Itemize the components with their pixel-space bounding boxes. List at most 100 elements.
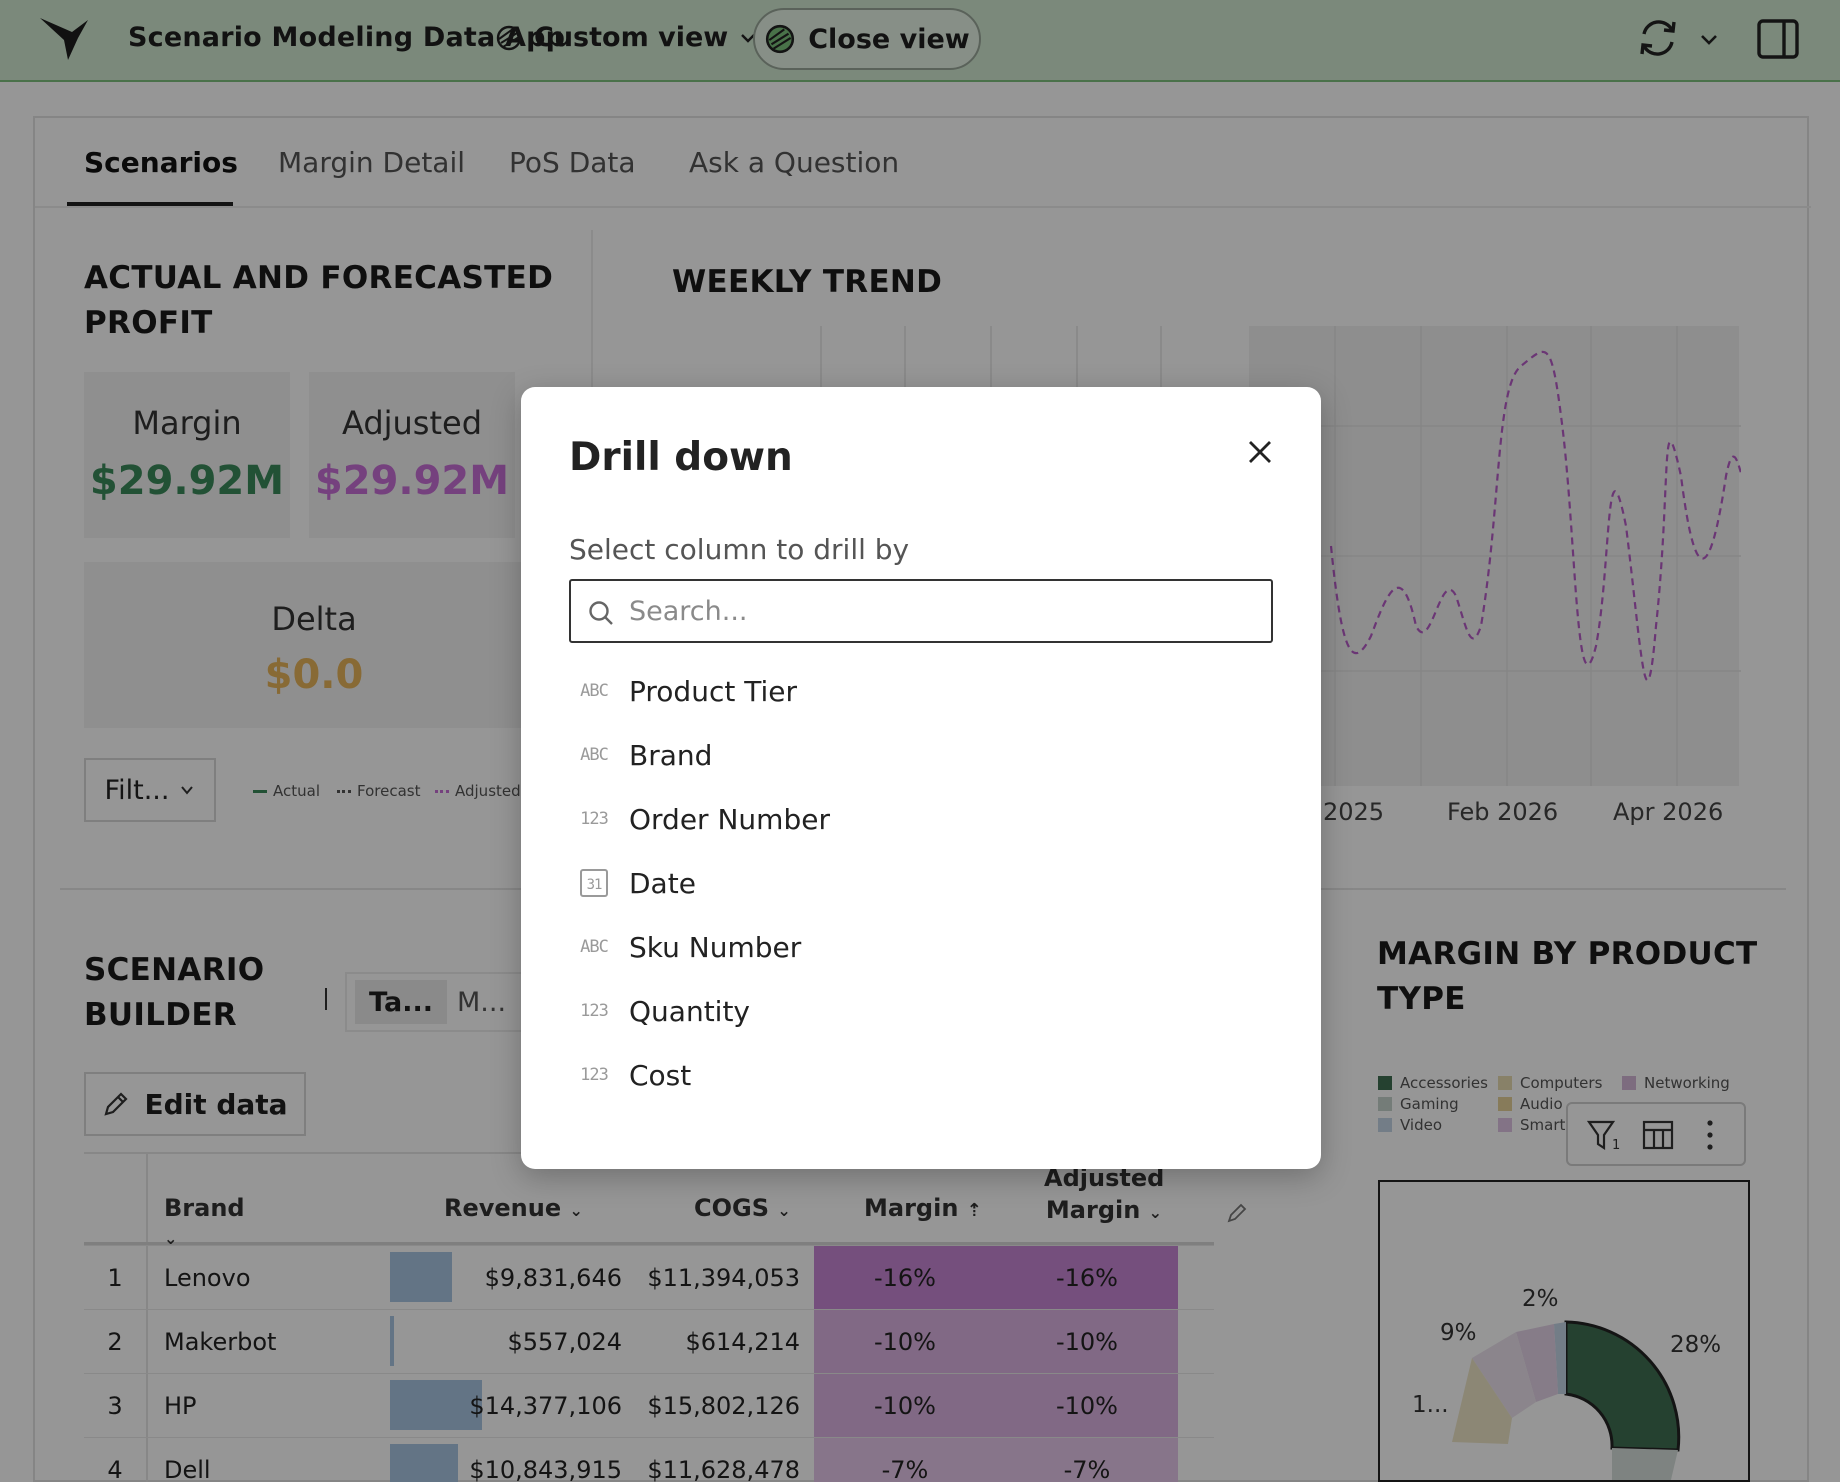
drill-option-sku-number[interactable]: ABC Sku Number (569, 919, 1273, 975)
toggle-m[interactable]: M... (457, 986, 507, 1018)
legend-networking: Networking (1622, 1074, 1730, 1092)
brand-cell: Lenovo (164, 1264, 251, 1292)
margin-kpi-value: $29.92M (89, 458, 285, 504)
margin-type-title-line1: MARGIN BY PRODUCT (1377, 936, 1758, 972)
donut-chart: 2% 9% 28% 1... (1378, 1180, 1750, 1482)
legend-audio-label: Audio (1520, 1095, 1563, 1113)
close-view-label: Close view (808, 23, 970, 55)
table-icon[interactable] (1642, 1120, 1674, 1150)
header-margin-label: Margin (864, 1194, 959, 1222)
brand-cell: Dell (164, 1456, 211, 1482)
filter-dropdown[interactable]: Filt... (84, 758, 216, 822)
app-logo-icon (40, 18, 88, 60)
adjusted-margin-cell: -10% (996, 1310, 1178, 1374)
header-cogs-label: COGS (694, 1194, 769, 1222)
weekly-trend-title: WEEKLY TREND (672, 264, 943, 300)
table-row[interactable]: 4 Dell $10,843,915 $11,628,478 -7% -7% (84, 1437, 1214, 1482)
custom-view-icon (496, 25, 522, 50)
row-number: 3 (107, 1392, 123, 1420)
revenue-cell: $10,843,915 (469, 1456, 622, 1482)
refresh-icon[interactable] (1636, 16, 1680, 60)
header-revenue-label: Revenue (444, 1194, 562, 1222)
search-field[interactable] (569, 579, 1273, 643)
tab-margin-detail[interactable]: Margin Detail (278, 146, 466, 179)
chevron-down-icon: ⌄ (1148, 1203, 1163, 1222)
number-type-icon: 123 (580, 1001, 609, 1021)
header-brand-label: Brand (164, 1194, 245, 1222)
revenue-cell: $14,377,106 (469, 1392, 622, 1420)
legend-accessories: Accessories (1378, 1074, 1488, 1092)
legend-forecast-label: Forecast (357, 782, 421, 800)
custom-view-label: Custom view (534, 22, 729, 53)
tab-scenarios[interactable]: Scenarios (84, 146, 238, 179)
profit-title-line1: ACTUAL AND FORECASTED (84, 260, 554, 296)
custom-view-dropdown[interactable]: Custom view (494, 22, 758, 53)
margin-cell: -10% (814, 1310, 996, 1374)
drill-option-cost[interactable]: 123 Cost (569, 1047, 1273, 1103)
filter-count: 1 (1612, 1138, 1621, 1153)
option-label: Product Tier (629, 674, 797, 708)
table-row[interactable]: 3 HP $14,377,106 $15,802,126 -10% -10% (84, 1373, 1214, 1438)
option-label: Sku Number (629, 930, 802, 964)
text-type-icon: ABC (580, 937, 609, 957)
toggle-table[interactable]: Ta... (355, 980, 447, 1024)
option-label: Order Number (629, 802, 830, 836)
edit-data-button[interactable]: Edit data (84, 1072, 306, 1136)
margin-cell: -16% (814, 1246, 996, 1310)
adjusted-kpi-card: Adjusted $29.92M (309, 372, 515, 538)
scenario-builder-title: SCENARIO BUILDER (84, 948, 264, 1038)
legend-computers-label: Computers (1520, 1074, 1603, 1092)
tab-ask-a-question[interactable]: Ask a Question (689, 146, 900, 179)
number-type-icon: 123 (580, 1065, 609, 1085)
text-type-icon: ABC (580, 745, 609, 765)
delta-kpi-label: Delta (271, 600, 357, 638)
drill-option-order-number[interactable]: 123 Order Number (569, 791, 1273, 847)
drill-option-date[interactable]: 31 Date (569, 855, 1273, 911)
search-input[interactable] (629, 589, 1249, 633)
header-margin[interactable]: Margin ⇡ (864, 1194, 984, 1286)
brand-cell: Makerbot (164, 1328, 277, 1356)
margin-kpi-label: Margin (132, 404, 242, 442)
brand-cell: HP (164, 1392, 197, 1420)
header-brand[interactable]: Brand ⌄ (164, 1194, 264, 1286)
table-row[interactable]: 1 Lenovo $9,831,646 $11,394,053 -16% -16… (84, 1245, 1214, 1310)
revenue-cell: $9,831,646 (484, 1264, 622, 1292)
close-icon[interactable] (1243, 435, 1277, 469)
adjusted-margin-cell: -16% (996, 1246, 1178, 1310)
calendar-type-icon: 31 (569, 869, 619, 897)
option-label: Brand (629, 738, 713, 772)
revenue-bar (390, 1444, 458, 1482)
more-options-icon[interactable] (1704, 1118, 1716, 1152)
table-row[interactable]: 2 Makerbot $557,024 $614,214 -10% -10% (84, 1309, 1214, 1374)
dialog-title: Drill down (569, 435, 793, 480)
edit-column-icon[interactable] (1226, 1202, 1248, 1224)
drill-option-product-tier[interactable]: ABC Product Tier (569, 663, 1273, 719)
row-number: 4 (107, 1456, 123, 1482)
legend-smart-label: Smart (1520, 1116, 1566, 1134)
chevron-down-icon (181, 786, 194, 795)
custom-view-icon (766, 24, 795, 54)
tab-pos-data[interactable]: PoS Data (509, 146, 636, 179)
header-cogs[interactable]: COGS ⌄ (694, 1194, 804, 1286)
drill-option-brand[interactable]: ABC Brand (569, 727, 1273, 783)
option-label: Cost (629, 1058, 692, 1092)
header-revenue[interactable]: Revenue ⌄ (444, 1194, 594, 1286)
cogs-cell: $11,628,478 (647, 1456, 800, 1482)
delta-kpi-value: $0.0 (264, 652, 364, 698)
app-title: Scenario Modeling Data App (128, 22, 566, 53)
drill-option-quantity[interactable]: 123 Quantity (569, 983, 1273, 1039)
margin-cell: -7% (814, 1438, 996, 1482)
legend-adjusted: Adjusted (435, 782, 521, 800)
legend-computers: Computers (1498, 1074, 1602, 1092)
close-view-button[interactable]: Close view (753, 8, 981, 70)
panel-toggle-icon[interactable] (1756, 18, 1800, 60)
profit-title-line2: PROFIT (84, 305, 213, 341)
donut-label-truncated: 1... (1412, 1392, 1449, 1418)
revenue-bar (390, 1252, 452, 1302)
x-tick-feb-2026: Feb 2026 (1447, 798, 1559, 826)
profit-section-title: ACTUAL AND FORECASTED PROFIT (84, 256, 553, 346)
sort-ascending-icon: ⇡ (966, 1200, 982, 1221)
active-tab-indicator (67, 202, 233, 206)
chevron-down-icon[interactable] (1698, 28, 1720, 50)
filter-icon[interactable] (1586, 1118, 1620, 1154)
